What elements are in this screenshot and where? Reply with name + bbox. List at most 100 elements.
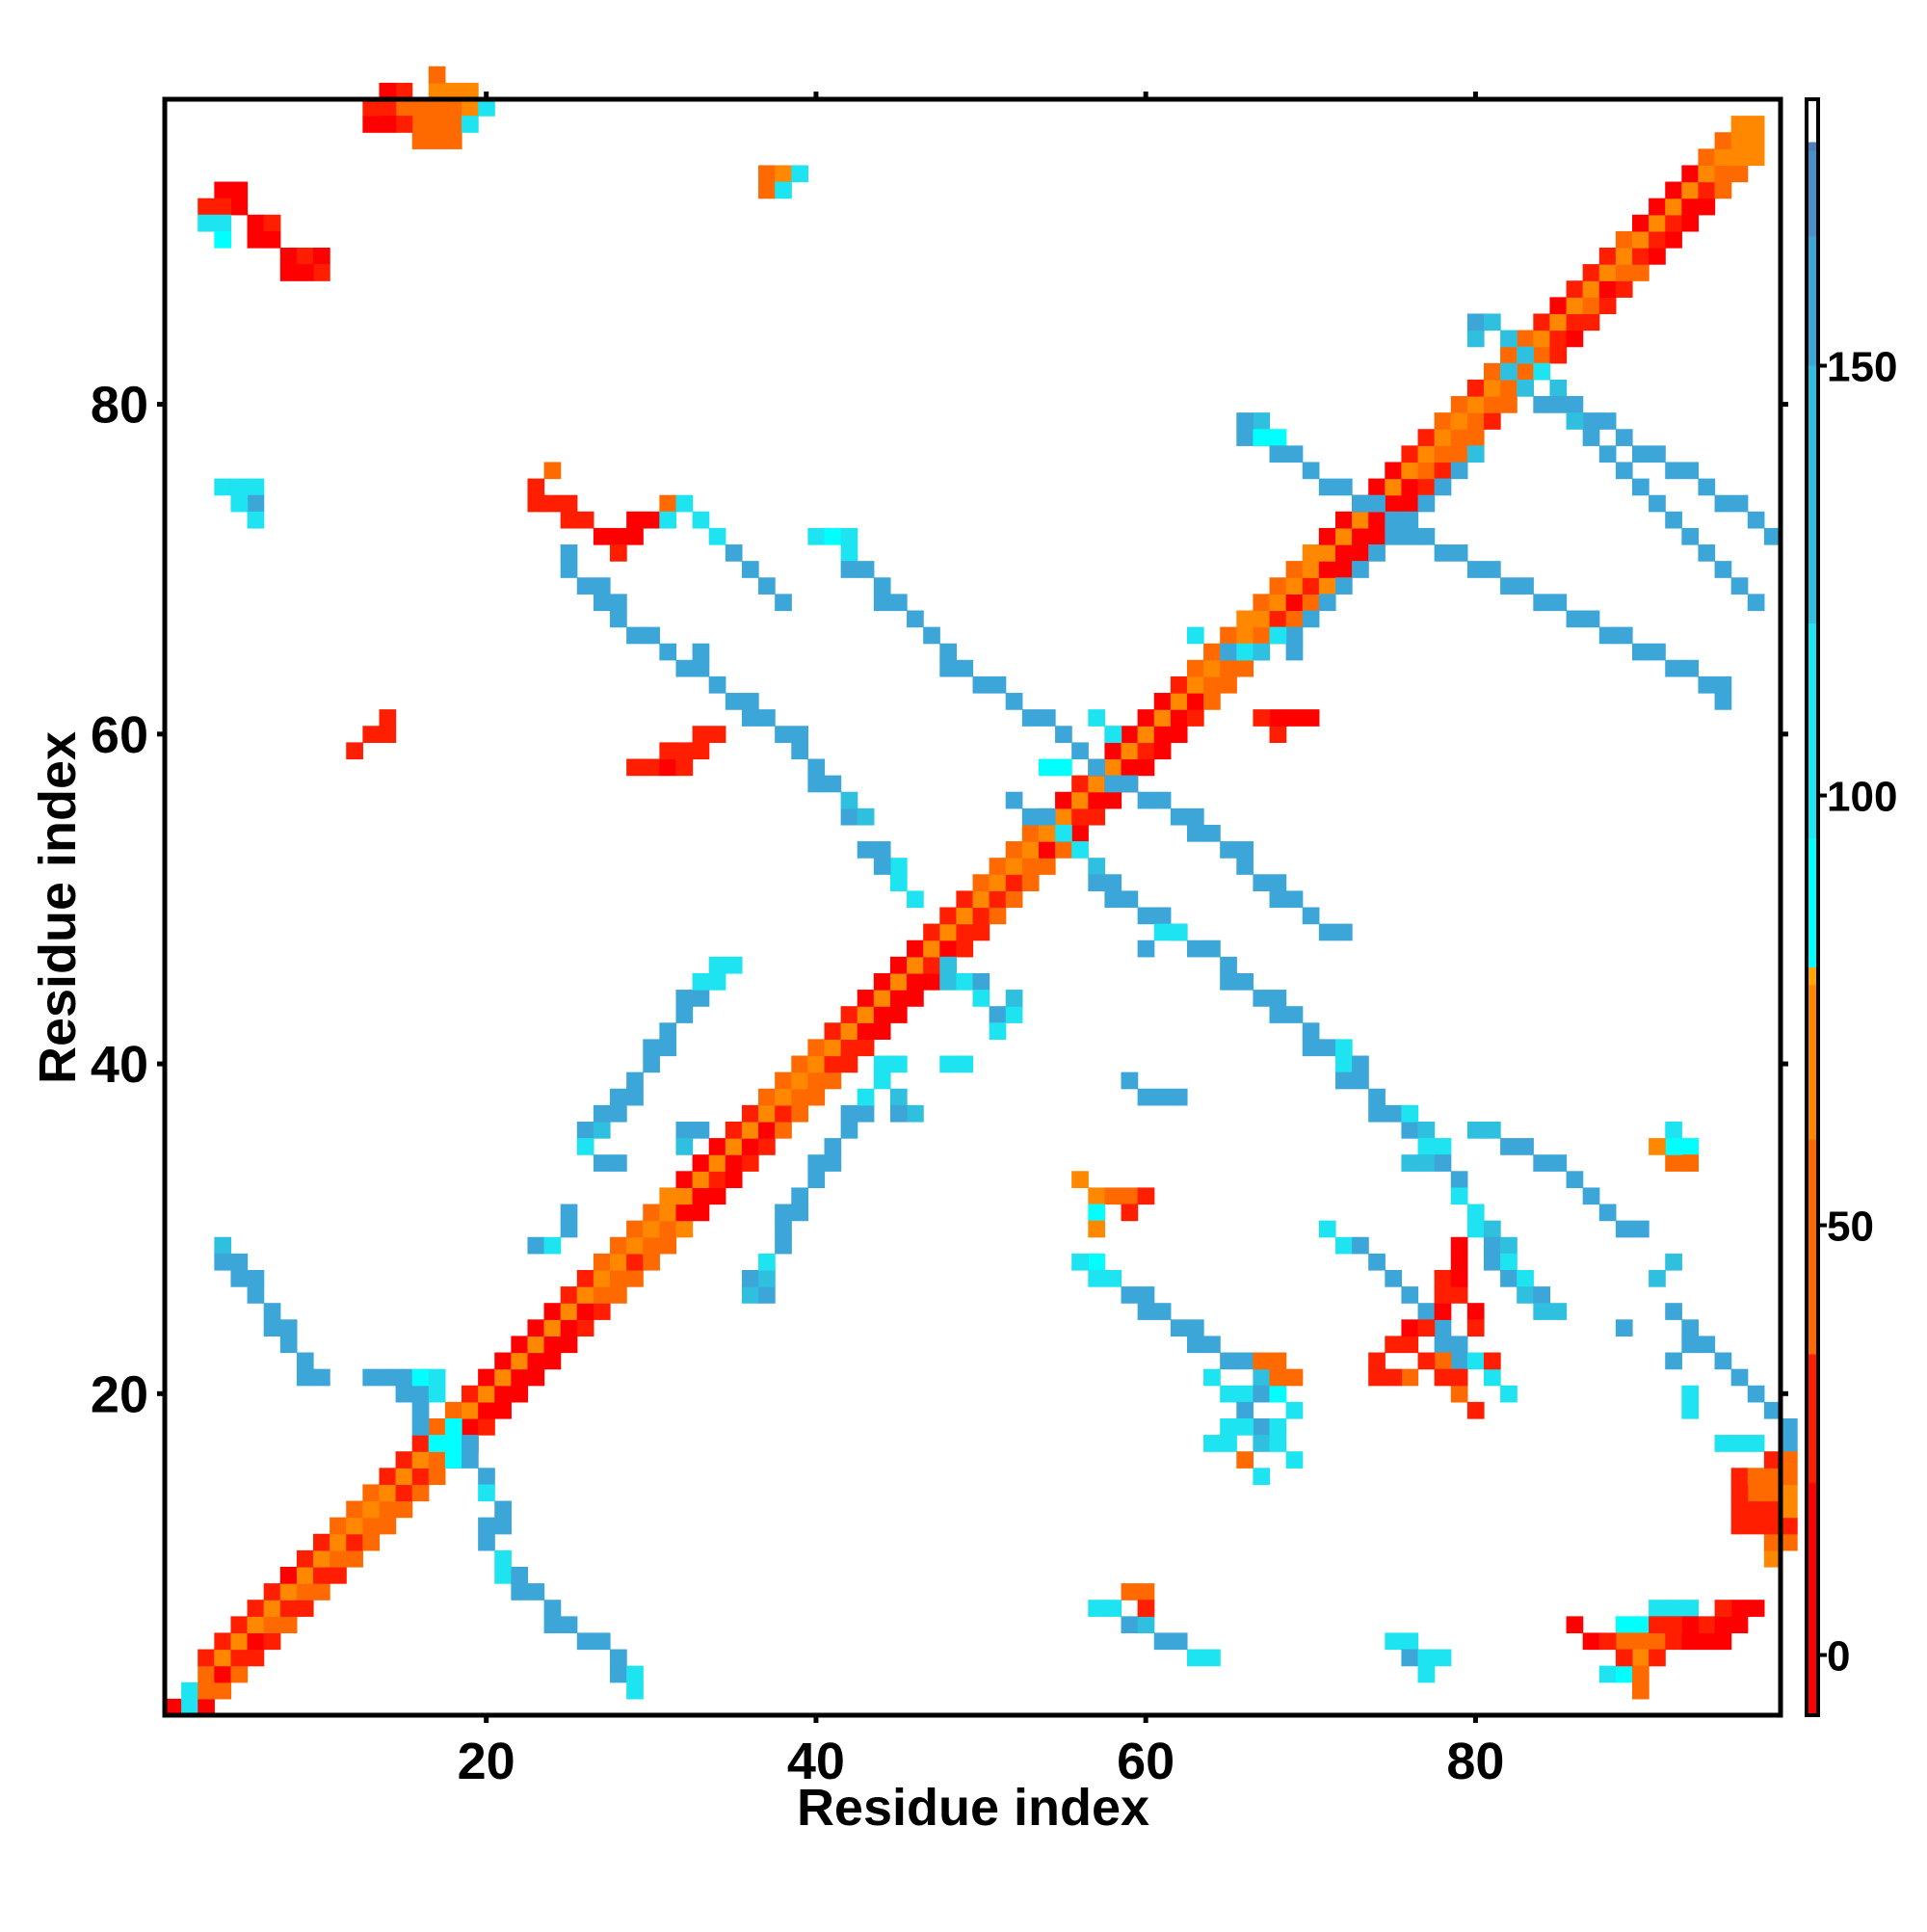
- heatmap-cell: [1153, 1088, 1172, 1106]
- heatmap-cell: [1186, 1336, 1204, 1354]
- heatmap-cell: [956, 890, 974, 909]
- heatmap-cell: [1582, 1632, 1600, 1651]
- heatmap-cell: [775, 1088, 792, 1106]
- heatmap-cell: [807, 1072, 826, 1090]
- heatmap-cell: [478, 1417, 495, 1436]
- heatmap-cell: [560, 1204, 578, 1222]
- heatmap-cell: [659, 1204, 677, 1222]
- heatmap-cell: [511, 1566, 529, 1584]
- heatmap-cell: [1005, 791, 1023, 809]
- heatmap-cell: [428, 132, 446, 149]
- heatmap-cell: [462, 1451, 479, 1469]
- heatmap-cell: [725, 1154, 743, 1172]
- heatmap-cell: [626, 1236, 644, 1255]
- heatmap-cell: [1483, 1352, 1501, 1370]
- heatmap-cell: [1038, 858, 1056, 875]
- heatmap-cell: [296, 264, 314, 281]
- heatmap-cell: [610, 527, 627, 545]
- heatmap-cell: [1582, 412, 1600, 430]
- heatmap-cell: [247, 494, 265, 513]
- heatmap-cell: [1730, 1500, 1749, 1519]
- heatmap-cell: [1302, 577, 1320, 595]
- heatmap-cell: [1747, 1468, 1765, 1486]
- heatmap-cell: [610, 1286, 627, 1304]
- heatmap-cell: [741, 561, 759, 578]
- heatmap-cell: [1055, 758, 1072, 777]
- heatmap-cell: [1763, 1500, 1782, 1519]
- heatmap-cell: [889, 956, 908, 974]
- heatmap-cell: [989, 890, 1007, 909]
- heatmap-cell: [230, 1269, 249, 1287]
- heatmap-cell: [560, 544, 578, 562]
- heatmap-cell: [1517, 330, 1534, 348]
- heatmap-cell: [1385, 511, 1403, 529]
- heatmap-cell: [576, 1269, 594, 1287]
- heatmap-cell: [1071, 1171, 1089, 1189]
- heatmap-cell: [593, 1154, 611, 1172]
- heatmap-cell: [873, 858, 891, 875]
- heatmap-cell: [576, 1632, 594, 1651]
- heatmap-cell: [1665, 1600, 1682, 1617]
- heatmap-cell: [1566, 313, 1584, 331]
- heatmap-cell: [907, 1104, 924, 1123]
- heatmap-cell: [296, 248, 314, 265]
- heatmap-cell: [1368, 1352, 1386, 1370]
- heatmap-cell: [444, 1435, 462, 1452]
- heatmap-cell: [462, 1385, 479, 1403]
- heatmap-cell: [1269, 594, 1287, 612]
- heatmap-cell: [989, 907, 1007, 925]
- heatmap-cell: [1466, 412, 1485, 430]
- heatmap-cell: [1665, 511, 1682, 529]
- x-tick-label: 80: [1446, 1733, 1504, 1790]
- heatmap-cell: [1186, 709, 1204, 727]
- heatmap-cell: [1450, 1336, 1468, 1354]
- heatmap-cell: [1781, 1435, 1798, 1452]
- heatmap-cell: [643, 511, 660, 529]
- heatmap-cell: [1203, 940, 1221, 958]
- heatmap-cell: [247, 1286, 265, 1304]
- heatmap-cell: [462, 1401, 479, 1419]
- heatmap-cell: [692, 726, 710, 743]
- heatmap-cell: [362, 1517, 381, 1535]
- heatmap-cell: [1566, 330, 1584, 348]
- heatmap-cell: [1088, 858, 1105, 875]
- heatmap-cell: [1615, 280, 1633, 298]
- heatmap-cell: [462, 1435, 479, 1452]
- heatmap-cell: [1186, 940, 1204, 958]
- heatmap-cell: [675, 1220, 694, 1238]
- heatmap-cell: [214, 1236, 232, 1255]
- heatmap-cell: [576, 1138, 594, 1155]
- heatmap-cell: [1466, 330, 1485, 348]
- heatmap-cell: [1714, 675, 1732, 694]
- heatmap-cell: [1220, 626, 1237, 645]
- heatmap-cell: [1269, 709, 1287, 727]
- heatmap-cell: [758, 1253, 776, 1271]
- heatmap-cell: [478, 1533, 495, 1551]
- heatmap-cell: [1763, 1401, 1782, 1419]
- heatmap-cell: [1285, 643, 1304, 661]
- heatmap-cell: [873, 577, 891, 595]
- heatmap-cell: [1533, 1286, 1551, 1304]
- heatmap-cell: [1203, 675, 1221, 694]
- heatmap-cell: [659, 511, 677, 529]
- heatmap-cell: [741, 693, 759, 710]
- heatmap-cell: [692, 643, 710, 661]
- heatmap-cell: [1483, 396, 1501, 413]
- heatmap-cell: [1137, 1616, 1155, 1634]
- heatmap-cell: [230, 181, 249, 199]
- heatmap-cell: [1747, 1385, 1765, 1403]
- heatmap-cell: [1302, 594, 1320, 612]
- heatmap-cell: [1186, 693, 1204, 710]
- heatmap-cell: [1549, 1303, 1568, 1320]
- heatmap-cell: [1071, 1253, 1089, 1271]
- heatmap-cell: [1730, 1517, 1749, 1535]
- heatmap-cell: [1747, 1517, 1765, 1535]
- heatmap-cell: [1698, 181, 1716, 199]
- heatmap-cell: [527, 1236, 545, 1255]
- heatmap-cell: [907, 940, 924, 958]
- heatmap-cell: [741, 709, 759, 727]
- heatmap-cell: [1631, 1649, 1650, 1667]
- heatmap-cell: [263, 1319, 281, 1337]
- heatmap-cell: [741, 1154, 759, 1172]
- heatmap-cell: [807, 775, 826, 793]
